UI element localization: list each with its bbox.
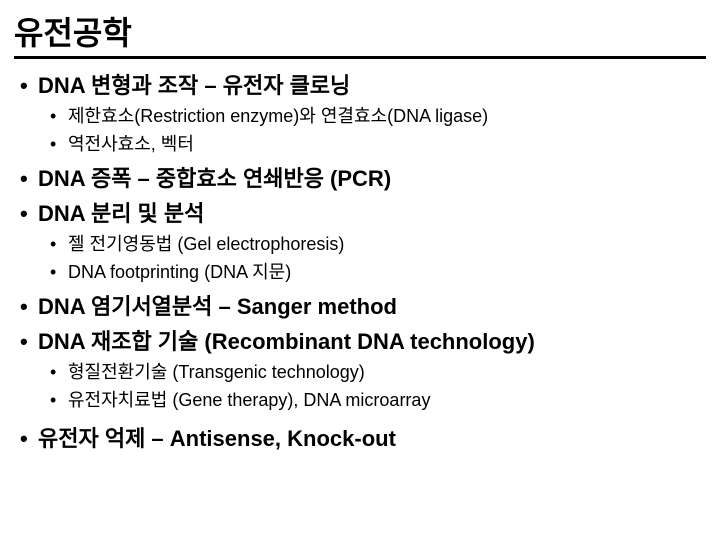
lvl2-item: 형질전환기술 (Transgenic technology)	[68, 359, 706, 387]
lvl1-text: DNA 변형과 조작 – 유전자 클로닝	[38, 73, 350, 98]
lvl1-text: DNA 분리 및 분석	[38, 201, 204, 226]
lvl2-list: 젤 전기영동법 (Gel electrophoresis)DNA footpri…	[38, 231, 706, 287]
outline-list: DNA 변형과 조작 – 유전자 클로닝제한효소(Restriction enz…	[14, 69, 706, 456]
lvl1-item: DNA 증폭 – 중합효소 연쇄반응 (PCR)	[38, 162, 706, 196]
lvl2-item: 제한효소(Restriction enzyme)와 연결효소(DNA ligas…	[68, 103, 706, 131]
lvl2-list: 형질전환기술 (Transgenic technology)유전자치료법 (Ge…	[38, 359, 706, 415]
lvl2-item: 유전자치료법 (Gene therapy), DNA microarray	[68, 387, 706, 415]
lvl1-text: DNA 증폭 – 중합효소 연쇄반응 (PCR)	[38, 166, 391, 191]
lvl1-item: DNA 염기서열분석 – Sanger method	[38, 290, 706, 324]
lvl1-text: DNA 염기서열분석 – Sanger method	[38, 294, 397, 319]
lvl2-item: 젤 전기영동법 (Gel electrophoresis)	[68, 231, 706, 259]
lvl2-list: 제한효소(Restriction enzyme)와 연결효소(DNA ligas…	[38, 103, 706, 159]
page-title: 유전공학	[14, 8, 706, 59]
lvl1-item: 유전자 억제 – Antisense, Knock-out	[38, 422, 706, 456]
lvl1-item: DNA 재조합 기술 (Recombinant DNA technology) 형…	[38, 325, 706, 415]
lvl1-text: DNA 재조합 기술 (Recombinant DNA technology)	[38, 329, 535, 354]
lvl2-item: 역전사효소, 벡터	[68, 131, 706, 159]
lvl1-text: 유전자 억제 – Antisense, Knock-out	[38, 426, 396, 451]
lvl1-item: DNA 분리 및 분석젤 전기영동법 (Gel electrophoresis)…	[38, 197, 706, 287]
lvl2-item: DNA footprinting (DNA 지문)	[68, 259, 706, 287]
lvl1-item: DNA 변형과 조작 – 유전자 클로닝제한효소(Restriction enz…	[38, 69, 706, 159]
